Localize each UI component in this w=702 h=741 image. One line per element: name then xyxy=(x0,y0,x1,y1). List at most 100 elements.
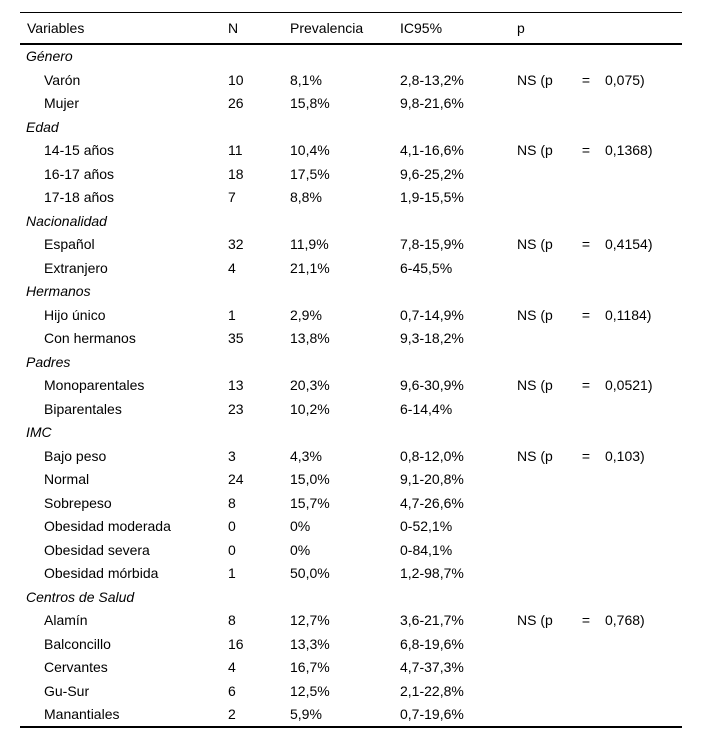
p-cell: NS (p = 0,075) xyxy=(517,68,682,92)
prevalencia-cell: 0% xyxy=(290,518,311,535)
p-cell xyxy=(517,703,682,728)
prevalencia-cell: 10,2% xyxy=(290,400,330,417)
p-cell: NS (p = 0,1184) xyxy=(517,303,682,327)
table-row: Biparentales 23 10,2% 6-14,4% xyxy=(20,397,682,421)
p-cell-content: NS (p = 0,1368) xyxy=(517,143,682,157)
p-cell xyxy=(517,256,682,280)
variable-cell: Alamín xyxy=(44,612,88,629)
n-cell: 24 xyxy=(228,471,244,488)
ic95-cell: 9,6-25,2% xyxy=(400,165,464,182)
n-cell: 23 xyxy=(228,400,244,417)
n-cell: 3 xyxy=(228,447,236,464)
header-n: N xyxy=(228,12,290,45)
n-cell: 6 xyxy=(228,682,236,699)
p-cell-content: NS (p = 0,4154) xyxy=(517,237,682,251)
prevalencia-cell: 10,4% xyxy=(290,142,330,159)
n-cell: 16 xyxy=(228,635,244,652)
ic95-cell: 6-14,4% xyxy=(400,400,453,417)
table-row: Varón 10 8,1% 2,8-13,2% NS (p = 0,075) xyxy=(20,68,682,92)
n-cell: 13 xyxy=(228,377,244,394)
table-row: Balconcillo 16 13,3% 6,8-19,6% xyxy=(20,632,682,656)
p-equals: = xyxy=(581,612,591,629)
table-row: Manantiales 2 5,9% 0,7-19,6% xyxy=(20,703,682,728)
table-row: Monoparentales 13 20,3% 9,6-30,9% NS (p = 0,05… xyxy=(20,374,682,398)
group-label: Hermanos xyxy=(26,283,91,300)
ic95-cell: 6-45,5% xyxy=(400,259,453,276)
prevalencia-cell: 21,1% xyxy=(290,259,330,276)
group-row: Edad xyxy=(20,115,682,139)
p-value: 0,103) xyxy=(605,447,645,464)
ic95-cell: 0-52,1% xyxy=(400,518,453,535)
group-label: Género xyxy=(26,48,73,65)
table-row: Sobrepeso 8 15,7% 4,7-26,6% xyxy=(20,491,682,515)
variable-cell: Extranjero xyxy=(44,259,108,276)
p-cell-content: NS (p = 0,103) xyxy=(517,449,682,463)
n-cell: 8 xyxy=(228,494,236,511)
ic95-cell: 9,1-20,8% xyxy=(400,471,464,488)
variable-cell: Normal xyxy=(44,471,90,488)
p-cell xyxy=(517,186,682,210)
variable-cell: Varón xyxy=(44,71,81,88)
p-cell-content: NS (p = 0,768) xyxy=(517,613,682,627)
ic95-cell: 0,7-19,6% xyxy=(400,706,464,723)
prevalencia-cell: 12,7% xyxy=(290,612,330,629)
table-row: Normal 24 15,0% 9,1-20,8% xyxy=(20,468,682,492)
variable-cell: Mujer xyxy=(44,95,80,112)
table-row: Bajo peso 3 4,3% 0,8-12,0% NS (p = 0,103) xyxy=(20,444,682,468)
variable-cell: Cervantes xyxy=(44,659,108,676)
prevalencia-cell: 0% xyxy=(290,541,311,558)
table-row: Extranjero 4 21,1% 6-45,5% xyxy=(20,256,682,280)
p-cell xyxy=(517,679,682,703)
p-equals: = xyxy=(581,377,591,394)
p-prefix: NS (p xyxy=(517,142,553,159)
variable-cell: 14-15 años xyxy=(44,142,115,159)
n-cell: 18 xyxy=(228,165,244,182)
prevalencia-cell: 12,5% xyxy=(290,682,330,699)
prevalencia-cell: 16,7% xyxy=(290,659,330,676)
p-cell xyxy=(517,632,682,656)
p-cell: NS (p = 0,103) xyxy=(517,444,682,468)
variable-cell: Biparentales xyxy=(44,400,122,417)
p-cell xyxy=(517,468,682,492)
variable-cell: Obesidad mórbida xyxy=(44,565,159,582)
prevalence-table: Variables N Prevalencia IC95% p Género Va… xyxy=(20,12,682,728)
ic95-cell: 9,3-18,2% xyxy=(400,330,464,347)
p-cell: NS (p = 0,1368) xyxy=(517,139,682,163)
ic95-cell: 9,8-21,6% xyxy=(400,95,464,112)
n-cell: 1 xyxy=(228,306,236,323)
n-cell: 1 xyxy=(228,565,236,582)
p-cell: NS (p = 0,0521) xyxy=(517,374,682,398)
table-row: Alamín 8 12,7% 3,6-21,7% NS (p = 0,768) xyxy=(20,609,682,633)
p-value: 0,1368) xyxy=(605,142,653,159)
ic95-cell: 4,1-16,6% xyxy=(400,142,464,159)
table-row: 17-18 años 7 8,8% 1,9-15,5% xyxy=(20,186,682,210)
p-equals: = xyxy=(581,236,591,253)
n-cell: 7 xyxy=(228,189,236,206)
prevalencia-cell: 20,3% xyxy=(290,377,330,394)
p-value: 0,0521) xyxy=(605,377,653,394)
ic95-cell: 1,2-98,7% xyxy=(400,565,464,582)
variable-cell: Gu-Sur xyxy=(44,682,90,699)
group-row: Hermanos xyxy=(20,280,682,304)
ic95-cell: 0,8-12,0% xyxy=(400,447,464,464)
table-row: Cervantes 4 16,7% 4,7-37,3% xyxy=(20,656,682,680)
p-cell xyxy=(517,656,682,680)
group-label: Nacionalidad xyxy=(26,212,107,229)
p-value: 0,075) xyxy=(605,71,645,88)
p-equals: = xyxy=(581,306,591,323)
p-equals: = xyxy=(581,142,591,159)
p-cell xyxy=(517,162,682,186)
p-cell xyxy=(517,397,682,421)
header-prevalencia: Prevalencia xyxy=(290,12,400,45)
n-cell: 0 xyxy=(228,541,236,558)
n-cell: 0 xyxy=(228,518,236,535)
ic95-cell: 2,1-22,8% xyxy=(400,682,464,699)
prevalencia-cell: 2,9% xyxy=(290,306,322,323)
n-cell: 2 xyxy=(228,706,236,723)
p-cell-content: NS (p = 0,1184) xyxy=(517,308,682,322)
header-ic95: IC95% xyxy=(400,12,517,45)
prevalencia-cell: 13,3% xyxy=(290,635,330,652)
p-cell xyxy=(517,562,682,586)
p-cell: NS (p = 0,768) xyxy=(517,609,682,633)
